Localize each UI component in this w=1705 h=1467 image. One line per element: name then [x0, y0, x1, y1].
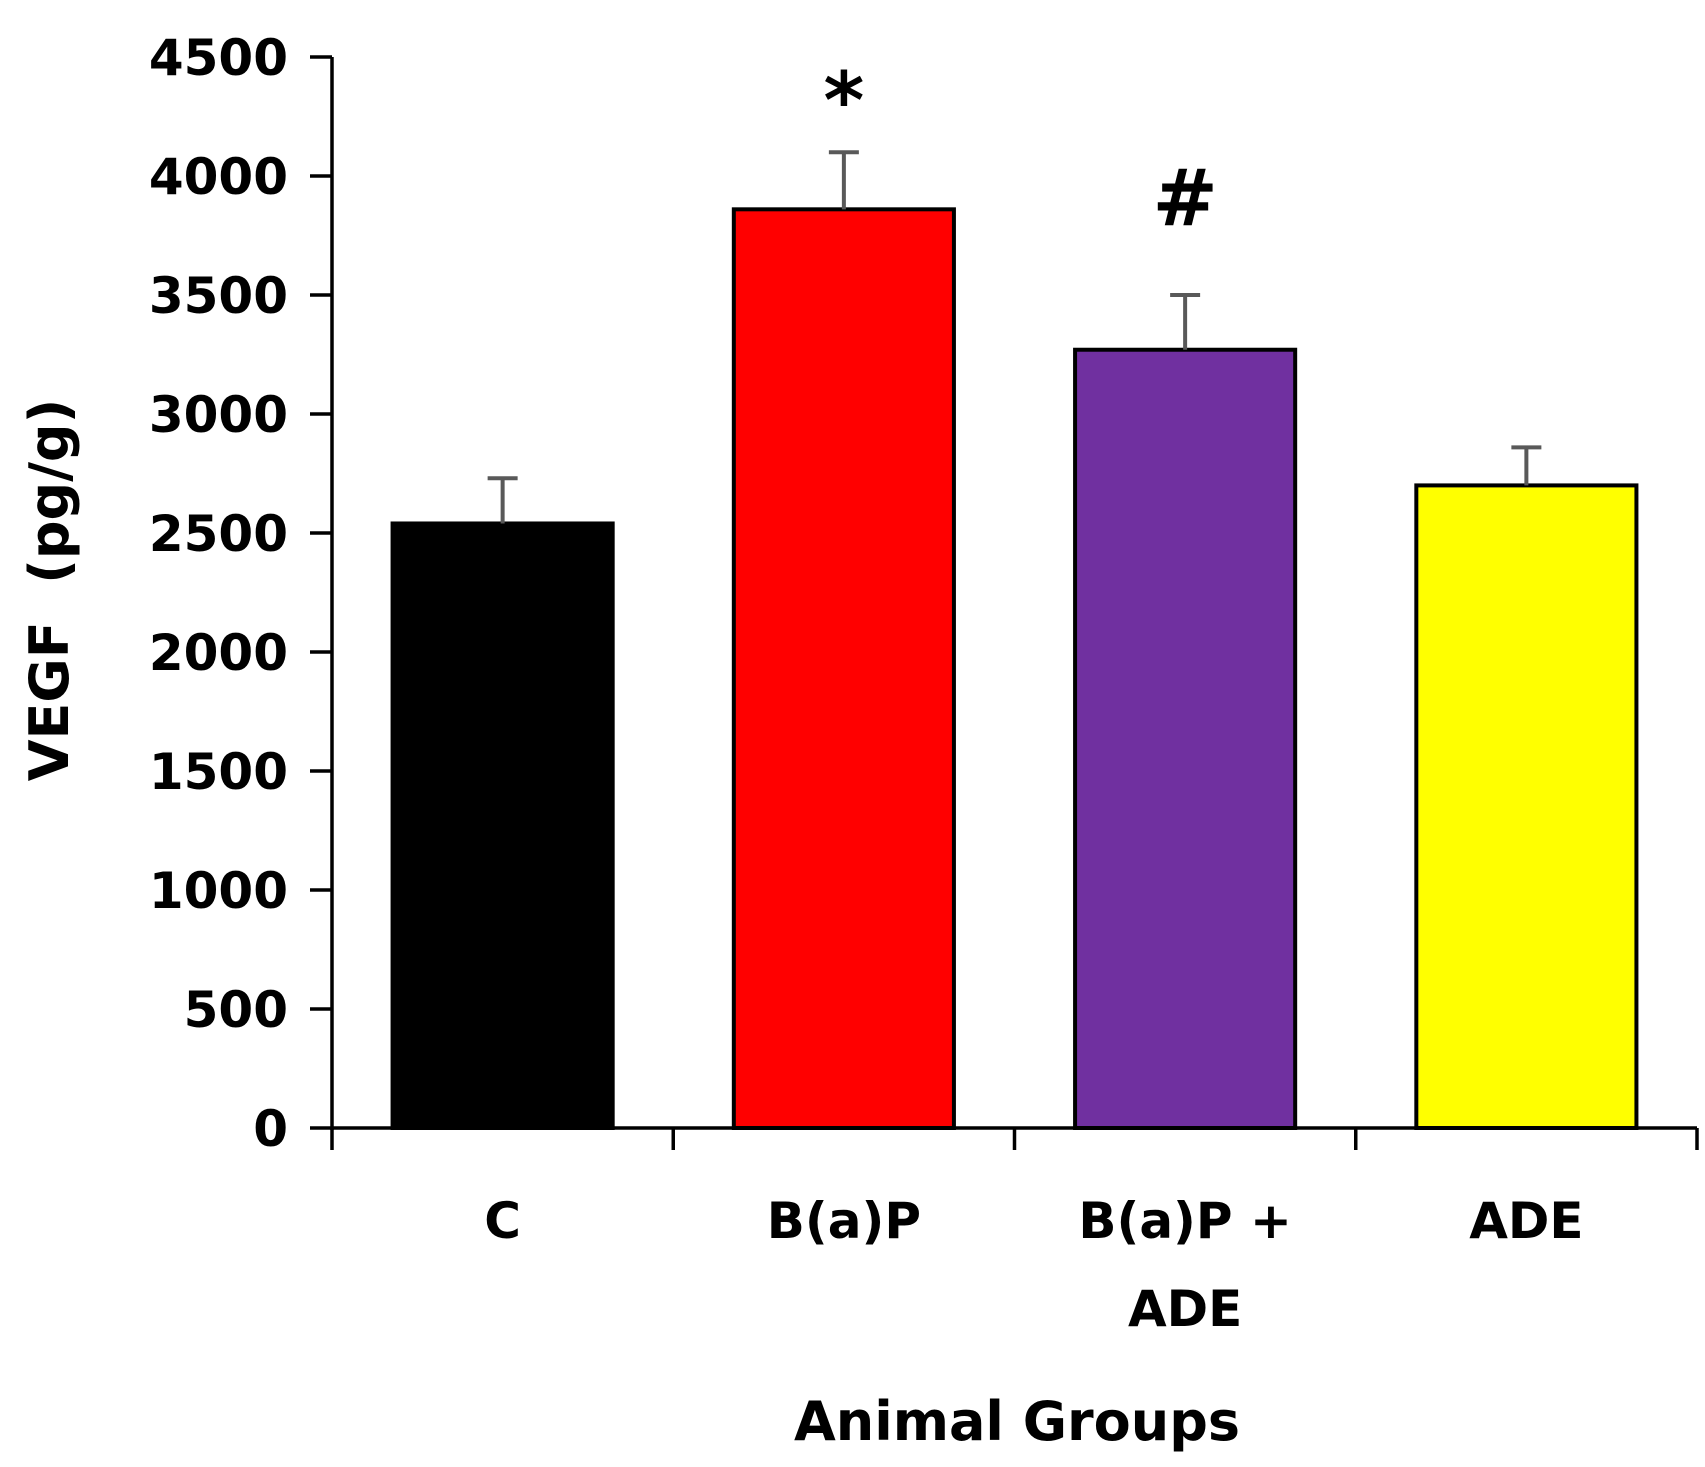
- y-tick-label: 500: [184, 981, 288, 1039]
- error-bars: [487, 150, 1542, 524]
- y-tick-label: 3000: [149, 386, 288, 444]
- annotations: *#: [823, 57, 1217, 244]
- category-label: B(a)P +: [1078, 1192, 1292, 1250]
- x-axis-ticks: [330, 1128, 1699, 1150]
- y-tick-label: 0: [253, 1100, 288, 1158]
- y-axis-ticks: 0 500 1000 1500 2000 2500 3000 3500 4000 4500: [149, 29, 332, 1158]
- bar-3: [1414, 483, 1639, 1130]
- category-label: B(a)P: [767, 1192, 921, 1250]
- category-label: ADE: [1469, 1192, 1583, 1250]
- y-tick-label: 2500: [149, 505, 288, 563]
- y-tick-label: 2000: [149, 624, 288, 682]
- bars: [390, 207, 1639, 1130]
- y-axis-title: VEGF (pg/g): [18, 399, 81, 782]
- y-tick-label: 1000: [149, 862, 288, 920]
- significance-marker: *: [823, 57, 864, 147]
- y-tick-label: 1500: [149, 743, 288, 801]
- x-axis-title: Animal Groups: [794, 1390, 1240, 1453]
- bar-0: [390, 521, 615, 1130]
- bar-1: [731, 207, 956, 1130]
- significance-marker: #: [1152, 154, 1217, 244]
- bar-2: [1073, 347, 1298, 1130]
- y-tick-label: 3500: [149, 267, 288, 325]
- category-labels: C B(a)P B(a)P + ADE ADE: [484, 1192, 1583, 1338]
- category-label: C: [484, 1192, 521, 1250]
- category-label: ADE: [1128, 1280, 1242, 1338]
- y-tick-label: 4000: [149, 148, 288, 206]
- y-tick-label: 4500: [149, 29, 288, 87]
